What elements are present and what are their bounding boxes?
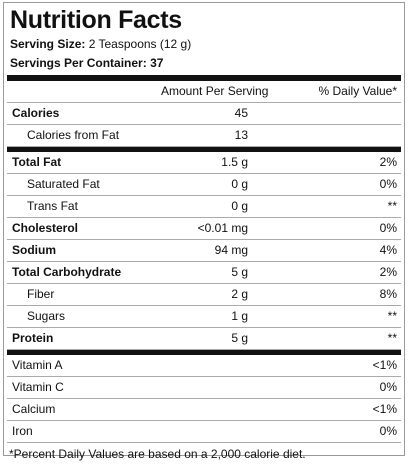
amount: 0 g bbox=[231, 199, 248, 213]
daily-value: 0% bbox=[379, 221, 397, 235]
serving-size-label: Serving Size: bbox=[10, 37, 86, 51]
nutrient-name: Cholesterol bbox=[12, 221, 79, 235]
rows: Amount Per Serving % Daily Value* Calories… bbox=[4, 81, 404, 443]
servings-label: Servings Per Container: bbox=[10, 56, 147, 70]
daily-value: 2% bbox=[379, 155, 397, 169]
serving-size: Serving Size: 2 Teaspoons (12 g) bbox=[10, 36, 404, 52]
nutrient-name: Total Fat bbox=[12, 155, 62, 169]
amount: 5 g bbox=[231, 265, 248, 279]
nutrient-name: Iron bbox=[12, 424, 33, 438]
amount: <0.01 mg bbox=[197, 221, 248, 235]
thick-rule bbox=[7, 147, 401, 152]
nutrient-name: Calories bbox=[12, 106, 60, 120]
row: Calories 45 bbox=[7, 103, 401, 125]
row: Cholesterol <0.01 mg 0% bbox=[7, 218, 401, 240]
daily-value: <1% bbox=[372, 402, 397, 416]
servings-value: 37 bbox=[150, 56, 164, 70]
daily-value: 2% bbox=[379, 265, 397, 279]
row: Vitamin C 0% bbox=[7, 377, 401, 399]
daily-value: <1% bbox=[372, 358, 397, 372]
daily-value: 0% bbox=[379, 380, 397, 394]
nutrient-name: Vitamin A bbox=[12, 358, 63, 372]
row: Fiber 2 g 8% bbox=[7, 284, 401, 306]
daily-value: ** bbox=[387, 199, 397, 213]
daily-value: 0% bbox=[379, 424, 397, 438]
thick-rule bbox=[7, 75, 401, 81]
amount: 13 bbox=[234, 128, 248, 142]
row: Vitamin A <1% bbox=[7, 355, 401, 377]
amount: 1 g bbox=[231, 309, 248, 323]
row: Protein 5 g ** bbox=[7, 328, 401, 350]
serving-size-value: 2 Teaspoons (12 g) bbox=[88, 37, 192, 51]
amount: 5 g bbox=[231, 331, 248, 345]
nutrient-name: Saturated Fat bbox=[27, 177, 100, 191]
row: Iron 0% bbox=[7, 421, 401, 443]
amount: 45 bbox=[234, 106, 248, 120]
nutrient-name: Total Carbohydrate bbox=[12, 265, 122, 279]
row: Sugars 1 g ** bbox=[7, 306, 401, 328]
amount: 94 mg bbox=[214, 243, 248, 257]
row: Trans Fat 0 g ** bbox=[7, 196, 401, 218]
nutrient-name: Fiber bbox=[27, 287, 55, 301]
row: Saturated Fat 0 g 0% bbox=[7, 174, 401, 196]
footnote: *Percent Daily Values are based on a 2,0… bbox=[9, 447, 306, 461]
row: Calcium <1% bbox=[7, 399, 401, 421]
nutrient-name: Vitamin C bbox=[12, 380, 64, 394]
row: Total Carbohydrate 5 g 2% bbox=[7, 262, 401, 284]
nutrient-name: Sodium bbox=[12, 243, 56, 257]
nutrient-name: Protein bbox=[12, 331, 54, 345]
nutrient-name: Trans Fat bbox=[27, 199, 78, 213]
servings: Servings Per Container: 37 bbox=[10, 55, 404, 71]
daily-value: ** bbox=[387, 309, 397, 323]
title: Nutrition Facts bbox=[10, 6, 182, 34]
daily-header: % Daily Value* bbox=[318, 84, 397, 98]
row: Sodium 94 mg 4% bbox=[7, 240, 401, 262]
row: Total Fat 1.5 g 2% bbox=[7, 152, 401, 174]
daily-value: 0% bbox=[379, 177, 397, 191]
amount: 0 g bbox=[231, 177, 248, 191]
column-header: Amount Per Serving % Daily Value* bbox=[7, 81, 401, 103]
nutrient-name: Sugars bbox=[27, 309, 66, 323]
daily-value: 8% bbox=[379, 287, 397, 301]
daily-value: 4% bbox=[379, 243, 397, 257]
daily-value: ** bbox=[387, 331, 397, 345]
row: Calories from Fat 13 bbox=[7, 125, 401, 147]
nutrient-name: Calories from Fat bbox=[27, 128, 120, 142]
thick-rule bbox=[7, 350, 401, 355]
nutrient-name: Calcium bbox=[12, 402, 56, 416]
amount: 1.5 g bbox=[221, 155, 248, 169]
amount-header: Amount Per Serving bbox=[161, 84, 269, 98]
amount: 2 g bbox=[231, 287, 248, 301]
nutrition-label: Nutrition Facts Serving Size: 2 Teaspoon… bbox=[3, 2, 405, 461]
